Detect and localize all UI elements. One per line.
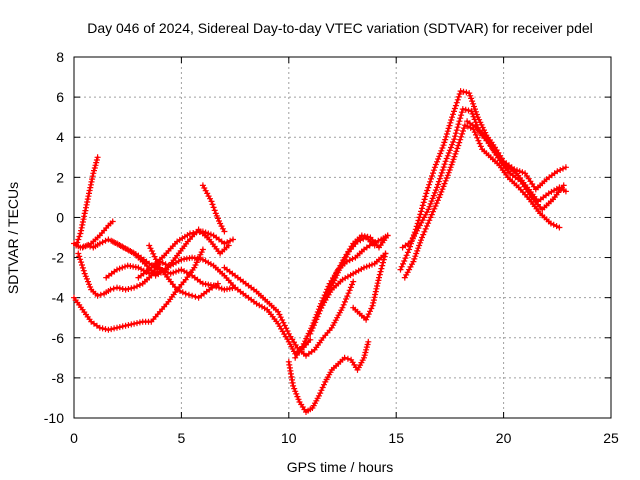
series-points [146,242,221,301]
y-tick-label: 8 [56,49,64,65]
series-group [71,88,569,415]
x-tick-label: 25 [603,430,619,446]
x-axis-title: GPS time / hours [287,459,394,475]
series-points [318,250,389,311]
series-pass-e [79,218,116,251]
x-tick-label: 5 [178,430,186,446]
series-points [79,218,116,251]
y-tick-label: 0 [56,209,64,225]
y-axis-title: SDTVAR / TECUs [5,182,21,294]
y-tick-label: 2 [56,169,64,185]
series-points [401,122,563,281]
y-tick-label: -8 [52,370,65,386]
series-points [103,254,314,357]
series-pass-j [199,182,228,235]
series-points [73,154,101,249]
series-pass-r [397,88,569,273]
series-points [464,118,567,213]
y-tick-label: -4 [52,290,65,306]
x-tick-label: 20 [496,430,512,446]
series-points [71,246,206,333]
plot-frame [73,56,612,419]
chart-title: Day 046 of 2024, Sidereal Day-to-day VTE… [87,20,593,36]
series-pass-b [71,246,206,333]
series-trace [399,89,568,271]
y-tick-label: -2 [52,250,65,266]
axis-ticks: -10 -8 -6 -4 -2 0 2 4 6 8 0 5 10 15 20 25 [44,49,619,446]
series-pass-k [221,264,357,359]
x-tick-label: 10 [281,430,297,446]
y-tick-label: -10 [44,410,64,426]
series-pass-l [285,338,372,415]
series-points [328,234,378,289]
series-points [350,250,389,323]
y-tick-label: 4 [56,129,64,145]
series-trace [104,256,312,355]
series-trace [223,266,355,357]
series-pass-u [464,118,567,213]
y-tick-label: -6 [52,330,65,346]
series-pass-f [103,254,314,357]
y-tick-label: 6 [56,89,64,105]
series-points [199,182,228,235]
series-pass-h [135,228,236,281]
series-points [397,88,569,273]
series-pass-q [350,250,389,323]
series-pass-t [401,122,563,281]
series-pass-c [73,154,101,249]
series-pass-p [328,234,378,289]
series-points [285,338,372,415]
series-pass-i [146,242,221,301]
grid [74,57,611,418]
series-pass-o [318,250,389,311]
series-points [221,264,357,359]
x-tick-label: 15 [388,430,404,446]
x-tick-label: 0 [70,430,78,446]
